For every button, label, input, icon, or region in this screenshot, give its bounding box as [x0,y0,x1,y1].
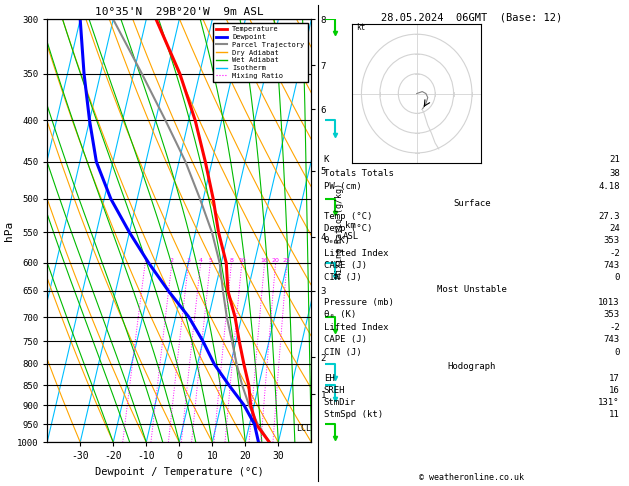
Text: 20: 20 [272,258,279,263]
Text: 353: 353 [604,236,620,245]
Text: Surface: Surface [453,199,491,208]
Text: © weatheronline.co.uk: © weatheronline.co.uk [420,473,524,482]
Text: 16: 16 [260,258,269,263]
Text: 743: 743 [604,335,620,344]
Text: 10: 10 [238,258,246,263]
Text: 16: 16 [609,386,620,395]
Text: Mixing Ratio (g/kg): Mixing Ratio (g/kg) [335,183,344,278]
Text: Pressure (mb): Pressure (mb) [324,298,394,307]
Text: 1013: 1013 [598,298,620,307]
Text: θₑ (K): θₑ (K) [324,310,356,319]
Text: 4: 4 [199,258,203,263]
Text: 17: 17 [609,374,620,383]
Text: SREH: SREH [324,386,345,395]
Text: kt: kt [356,23,365,32]
Text: LCL: LCL [296,424,311,433]
Text: 743: 743 [604,261,620,270]
Text: Lifted Index: Lifted Index [324,249,388,258]
Text: Most Unstable: Most Unstable [437,285,507,295]
Text: -2: -2 [609,249,620,258]
Text: -2: -2 [609,323,620,331]
Text: CIN (J): CIN (J) [324,273,362,282]
Text: CIN (J): CIN (J) [324,347,362,357]
Text: 0: 0 [615,347,620,357]
Legend: Temperature, Dewpoint, Parcel Trajectory, Dry Adiabat, Wet Adiabat, Isotherm, Mi: Temperature, Dewpoint, Parcel Trajectory… [213,23,308,82]
Text: 28.05.2024  06GMT  (Base: 12): 28.05.2024 06GMT (Base: 12) [381,12,562,22]
Text: StmSpd (kt): StmSpd (kt) [324,410,383,419]
Text: 11: 11 [609,410,620,419]
Text: Dewp (°C): Dewp (°C) [324,224,372,233]
Text: 131°: 131° [598,398,620,407]
Text: PW (cm): PW (cm) [324,182,362,191]
X-axis label: Dewpoint / Temperature (°C): Dewpoint / Temperature (°C) [95,467,264,477]
Y-axis label: hPa: hPa [4,221,14,241]
Text: 24: 24 [609,224,620,233]
Text: Hodograph: Hodograph [448,362,496,371]
Text: 353: 353 [604,310,620,319]
Text: 27.3: 27.3 [598,211,620,221]
Text: 2: 2 [170,258,174,263]
Text: 21: 21 [609,155,620,164]
Text: Totals Totals: Totals Totals [324,169,394,178]
Text: 1: 1 [143,258,147,263]
Text: K: K [324,155,329,164]
Text: 8: 8 [230,258,233,263]
Title: 10°35'N  29B°20'W  9m ASL: 10°35'N 29B°20'W 9m ASL [95,7,264,17]
Text: 4.18: 4.18 [598,182,620,191]
Text: 38: 38 [609,169,620,178]
Y-axis label: km
ASL: km ASL [343,221,359,241]
Text: θₑ(K): θₑ(K) [324,236,351,245]
Text: Temp (°C): Temp (°C) [324,211,372,221]
Text: 0: 0 [615,273,620,282]
Text: CAPE (J): CAPE (J) [324,335,367,344]
Text: EH: EH [324,374,335,383]
Text: 25: 25 [283,258,291,263]
Text: 5: 5 [208,258,212,263]
Text: StmDir: StmDir [324,398,356,407]
Text: CAPE (J): CAPE (J) [324,261,367,270]
Text: Lifted Index: Lifted Index [324,323,388,331]
Text: 3: 3 [186,258,191,263]
